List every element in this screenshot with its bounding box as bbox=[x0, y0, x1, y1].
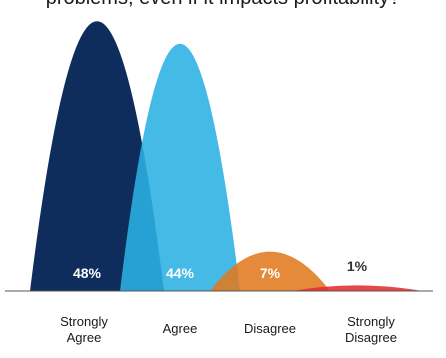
category-label-strongly-agree: Strongly Agree bbox=[60, 314, 108, 345]
peak-agree bbox=[120, 43, 240, 291]
value-label-disagree: 7% bbox=[260, 265, 281, 281]
value-label-strongly-disagree: 1% bbox=[347, 258, 368, 274]
value-label-agree: 44% bbox=[166, 265, 195, 281]
peak-strongly-disagree bbox=[292, 285, 422, 291]
peak-disagree bbox=[210, 251, 330, 291]
category-label-strongly-disagree: Strongly Disagree bbox=[345, 314, 397, 345]
category-label-agree: Agree bbox=[163, 321, 198, 336]
chart-title: problems, even if it impacts profitabili… bbox=[0, 0, 446, 10]
category-label-disagree: Disagree bbox=[244, 321, 296, 336]
value-label-strongly-agree: 48% bbox=[73, 265, 102, 281]
